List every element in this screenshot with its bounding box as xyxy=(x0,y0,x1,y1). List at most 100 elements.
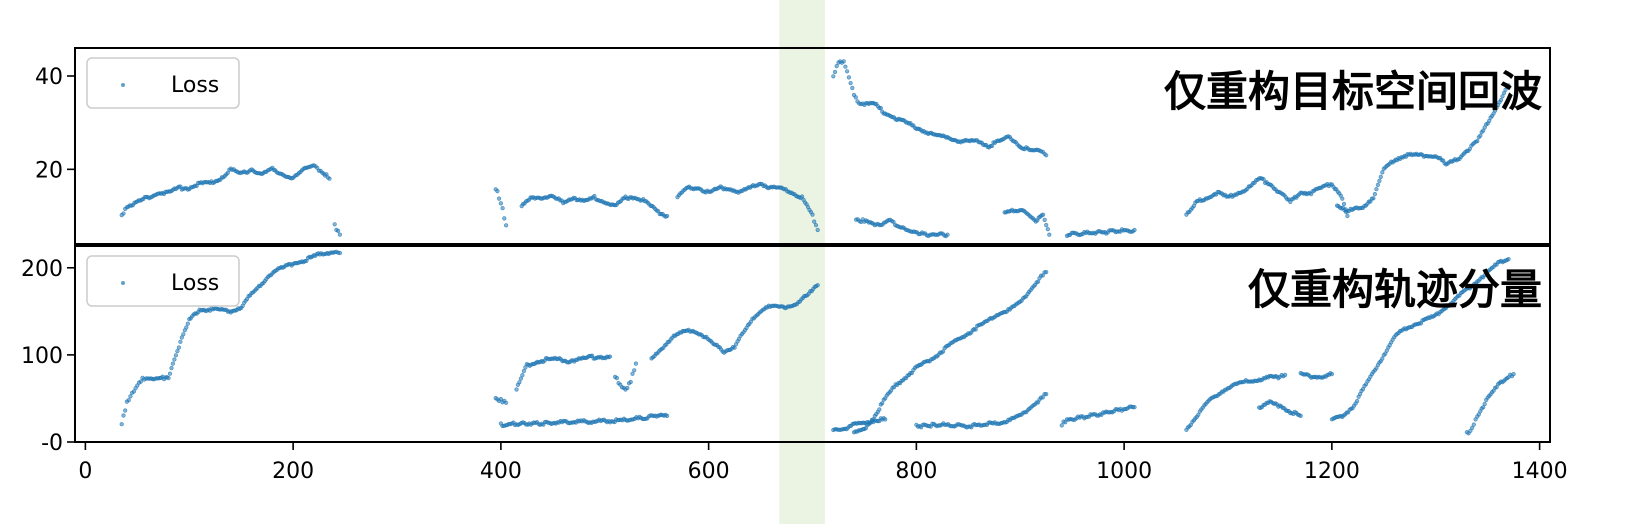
scatter-point xyxy=(630,371,635,376)
scatter-point xyxy=(846,75,852,80)
panel-1-points xyxy=(119,59,1511,239)
scatter-point xyxy=(131,389,136,394)
scatter-point xyxy=(504,223,509,228)
scatter-point xyxy=(1035,279,1041,284)
scatter-point xyxy=(810,212,815,217)
legend-marker xyxy=(121,83,125,87)
scatter-point xyxy=(628,379,633,385)
scatter-point xyxy=(1374,187,1379,192)
scatter-point xyxy=(834,63,839,69)
scatter-point xyxy=(812,219,817,224)
scatter-point xyxy=(336,228,341,233)
scatter-point xyxy=(940,349,946,354)
scatter-point xyxy=(1471,422,1476,427)
axes-layer xyxy=(67,47,1551,450)
scatter-point xyxy=(853,95,858,100)
scatter-point xyxy=(1482,401,1487,407)
scatter-point xyxy=(1378,174,1383,179)
scatter-point xyxy=(121,413,126,418)
scatter-point xyxy=(831,74,836,79)
scatter-point xyxy=(181,332,186,337)
scatter-point xyxy=(832,69,838,75)
scatter-point xyxy=(1132,227,1137,233)
text-layer: 20 40 Loss 仅重构目标空间回波 -0 100 200 0 200 400 600 800 10… xyxy=(21,57,1568,484)
scatter-point xyxy=(173,353,178,358)
scatter-point xyxy=(126,398,131,403)
x-tick-label: 1000 xyxy=(1096,459,1152,484)
scatter-point xyxy=(498,397,504,402)
scatter-point xyxy=(880,401,885,406)
scatter-point xyxy=(1045,227,1050,232)
scatter-point xyxy=(167,371,173,376)
scatter-point xyxy=(1298,413,1303,419)
panel-2-frame xyxy=(74,245,1551,443)
panel-2-legend: Loss xyxy=(86,255,240,307)
scatter-point xyxy=(1498,97,1504,103)
x-tick-label: 200 xyxy=(272,459,314,484)
scatter-point xyxy=(1044,153,1049,158)
scatter-point xyxy=(843,64,848,69)
scatter-points-layer xyxy=(119,59,1516,436)
scatter-point xyxy=(1375,182,1380,187)
scatter-point xyxy=(332,222,337,227)
scatter-point xyxy=(138,379,143,384)
scatter-point xyxy=(799,194,805,199)
scatter-point xyxy=(1132,405,1137,410)
legend-label: Loss xyxy=(171,271,219,296)
x-tick-label: 1200 xyxy=(1304,459,1360,484)
x-tick-label: 600 xyxy=(688,459,730,484)
scatter-point xyxy=(121,211,126,216)
highlight-band xyxy=(779,0,825,524)
scatter-point xyxy=(878,105,883,111)
scatter-point xyxy=(844,69,850,74)
x-tick-label: 1400 xyxy=(1512,459,1568,484)
scatter-point xyxy=(495,189,500,194)
scatter-point xyxy=(1059,423,1064,428)
panel-1-frame xyxy=(74,47,1551,245)
scatter-point xyxy=(664,213,670,219)
scatter-point xyxy=(166,376,171,381)
scatter-point xyxy=(813,223,819,228)
scatter-point xyxy=(1506,83,1511,88)
panel-2-annotation: 仅重构轨迹分量 xyxy=(1248,265,1542,314)
y-tick-label: 20 xyxy=(35,158,63,183)
scatter-point xyxy=(521,368,527,374)
scatter-point xyxy=(1340,196,1345,201)
scatter-point xyxy=(518,376,524,381)
scatter-point xyxy=(1345,213,1350,219)
y-tick-label: -0 xyxy=(41,431,63,456)
scatter-point xyxy=(1475,139,1480,144)
scatter-point xyxy=(1044,392,1049,397)
scatter-point xyxy=(500,206,505,211)
scatter-point xyxy=(1377,178,1382,183)
scatter-point xyxy=(1044,270,1049,275)
y-tick-label: 100 xyxy=(21,344,63,369)
scatter-point xyxy=(848,81,853,86)
legend-label: Loss xyxy=(171,73,219,98)
scatter-point xyxy=(989,143,995,148)
scatter-point xyxy=(169,366,174,371)
scatter-point xyxy=(135,383,140,388)
scatter-point xyxy=(1478,133,1483,138)
scatter-point xyxy=(633,361,639,366)
scatter-point xyxy=(1329,372,1334,377)
scatter-point xyxy=(664,413,670,419)
panel-2-points xyxy=(119,249,1516,436)
scatter-point xyxy=(1371,196,1376,201)
scatter-point xyxy=(1040,395,1045,400)
scatter-point xyxy=(973,327,978,332)
scatter-point xyxy=(850,85,855,91)
scatter-point xyxy=(1380,356,1385,361)
scatter-point xyxy=(502,216,507,221)
scatter-point xyxy=(327,176,332,181)
scatter-point xyxy=(1380,170,1385,175)
scatter-point xyxy=(732,345,737,350)
panel-1-legend: Loss xyxy=(86,57,240,109)
scatter-point xyxy=(184,325,189,330)
scatter-point xyxy=(175,349,180,354)
scatter-point xyxy=(945,232,950,237)
scatter-point xyxy=(1372,192,1377,197)
scatter-point xyxy=(504,400,509,405)
scatter-point xyxy=(871,417,876,422)
